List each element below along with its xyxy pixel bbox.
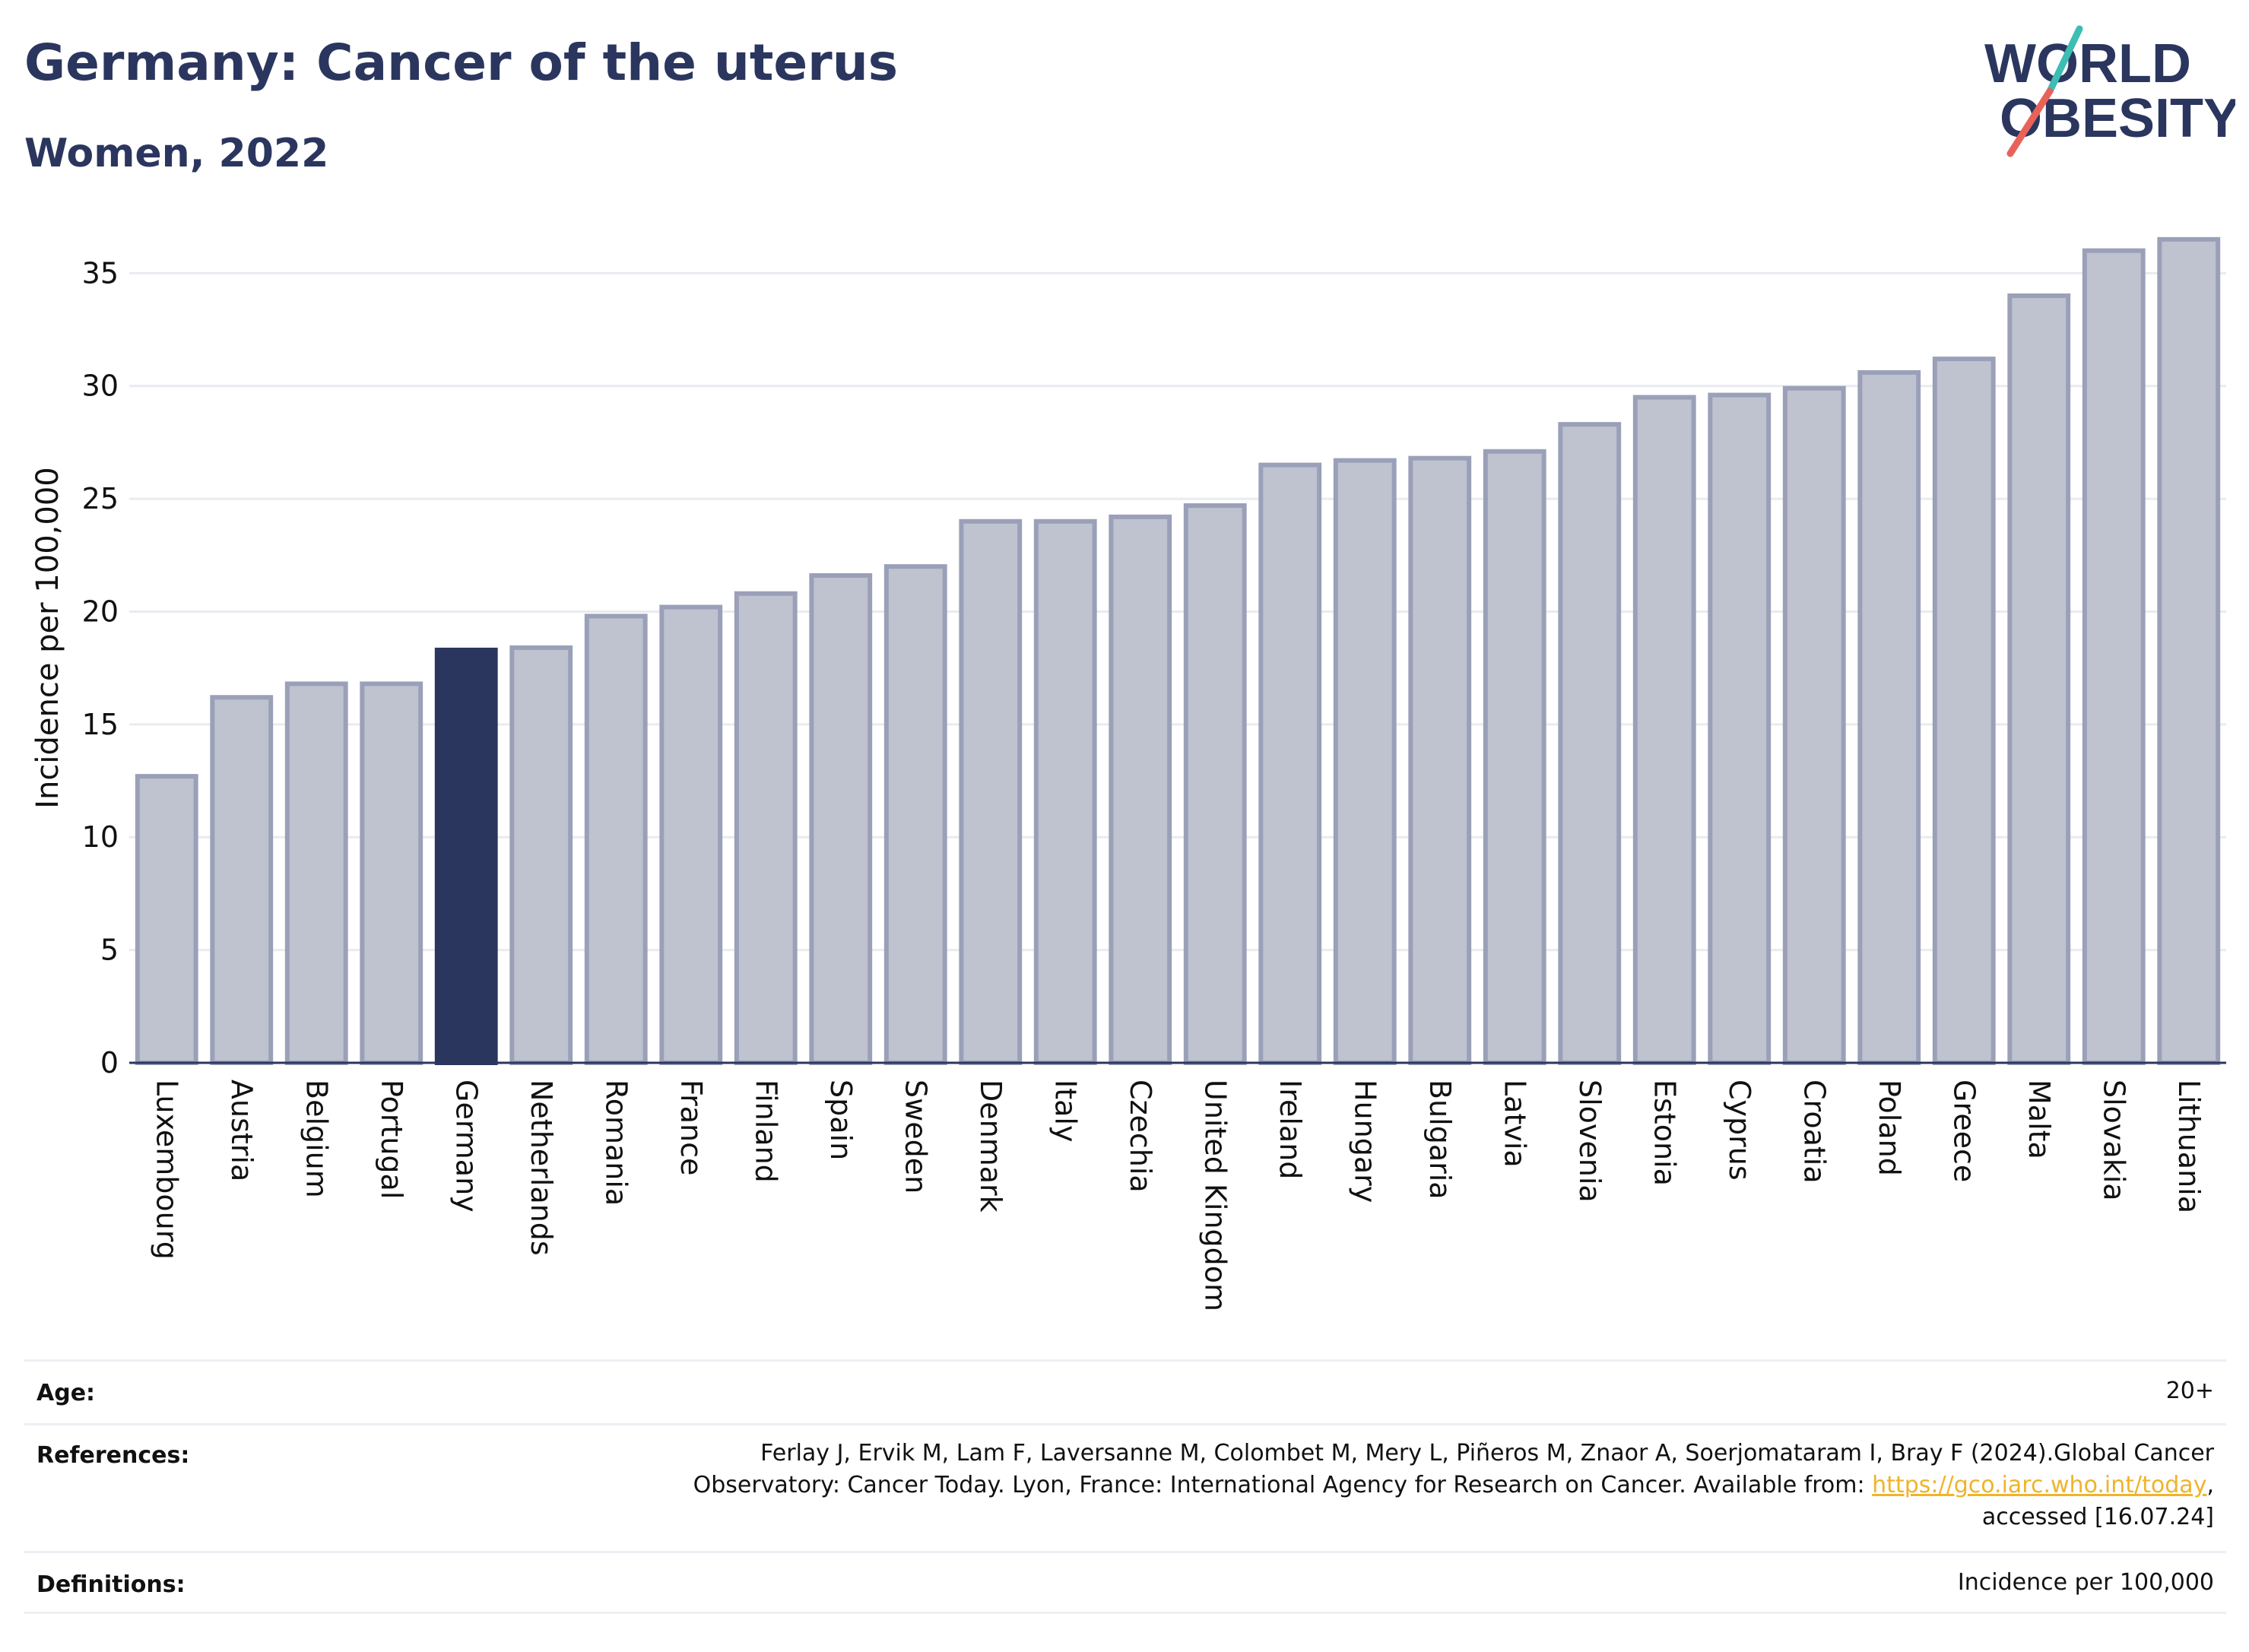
age-value: 20+ — [2165, 1378, 2214, 1404]
meta-references-row: References: Ferlay J, Ervik M, Lam F, La… — [24, 1423, 2226, 1551]
bar-latvia — [1483, 449, 1546, 1065]
references-link[interactable]: https://gco.iarc.who.int/today — [1872, 1472, 2207, 1498]
x-tick-label: Romania — [599, 1080, 633, 1206]
x-tick-label: Belgium — [300, 1080, 333, 1198]
bar-cyprus — [1708, 392, 1772, 1065]
bar-hungary — [1333, 458, 1397, 1065]
meta-definitions-row: Definitions: Incidence per 100,000 — [24, 1551, 2226, 1612]
bar-malta — [2007, 293, 2071, 1065]
x-tick-label: Austria — [225, 1080, 259, 1181]
y-tick-label: 15 — [82, 708, 119, 741]
x-tick-label: United Kingdom — [1198, 1080, 1232, 1311]
bar-chart: 0 5 10 15 20 25 30 35 Luxembourg Austria Belgium P… — [30, 236, 2226, 1311]
bar-ireland — [1258, 462, 1322, 1065]
bar-greece — [1932, 357, 1996, 1066]
bar-czechia — [1109, 514, 1172, 1065]
bar-poland — [1857, 369, 1921, 1065]
x-tick-label: Sweden — [899, 1080, 932, 1194]
x-tick-label: France — [674, 1080, 708, 1175]
bar-finland — [734, 591, 798, 1065]
bar-sweden — [883, 564, 947, 1065]
bar-portugal — [360, 681, 423, 1066]
x-tick-label: Slovenia — [1573, 1080, 1607, 1203]
x-tick-label: Greece — [1947, 1080, 1981, 1182]
references-line3: accessed [16.07.24] — [1981, 1504, 2214, 1530]
bar-belgium — [284, 681, 348, 1066]
bar-austria — [210, 695, 274, 1065]
x-tick-label: Germany — [449, 1080, 483, 1213]
definitions-label: Definitions: — [36, 1571, 186, 1598]
page-title: Germany: Cancer of the uterus — [24, 33, 898, 92]
references-label: References: — [36, 1442, 190, 1469]
meta-bottom-divider — [24, 1612, 2226, 1614]
x-tick-label: Malta — [2022, 1080, 2056, 1159]
x-tick-label: Luxembourg — [150, 1080, 183, 1260]
age-label: Age: — [36, 1380, 96, 1406]
bar-slovenia — [1558, 422, 1622, 1065]
logo-red-slash — [2006, 87, 2054, 157]
bar-netherlands — [509, 645, 573, 1065]
y-tick-label: 30 — [82, 369, 119, 403]
bar-bulgaria — [1408, 455, 1472, 1065]
x-tick-label: Finland — [749, 1080, 782, 1183]
x-tick-label: Croatia — [1797, 1080, 1831, 1184]
y-tick-label: 5 — [100, 934, 119, 967]
references-text: Ferlay J, Ervik M, Lam F, Laversanne M, … — [693, 1438, 2214, 1533]
x-tick-label: Italy — [1048, 1080, 1082, 1142]
page-subtitle: Women, 2022 — [24, 131, 329, 176]
bar-croatia — [1782, 385, 1846, 1065]
bar-denmark — [959, 518, 1023, 1065]
bar-italy — [1033, 518, 1097, 1065]
bar-germany — [434, 647, 498, 1065]
x-tick-label: Ireland — [1274, 1080, 1307, 1179]
bar-luxembourg — [135, 774, 198, 1065]
y-tick-label: 35 — [82, 256, 119, 290]
x-tick-label: Czechia — [1124, 1080, 1157, 1193]
y-tick-label: 25 — [82, 482, 119, 515]
x-tick-labels: Luxembourg Austria Belgium Portugal Germany N… — [150, 1080, 2206, 1311]
world-obesity-logo: WORLD OBESITY — [1984, 25, 2235, 157]
bar-slovakia — [2082, 248, 2146, 1066]
logo-line2: OBESITY — [2000, 88, 2235, 149]
bar-estonia — [1632, 395, 1696, 1065]
x-tick-label: Denmark — [974, 1080, 1007, 1213]
x-tick-label: Netherlands — [525, 1080, 558, 1256]
bars — [135, 236, 2221, 1066]
y-tick-label: 20 — [82, 595, 119, 628]
x-tick-label: Slovakia — [2097, 1080, 2130, 1201]
bar-united-kingdom — [1183, 503, 1247, 1065]
bar-romania — [584, 614, 648, 1065]
y-axis-label: Incidence per 100,000 — [30, 467, 65, 809]
logo-line1: WORLD — [1984, 33, 2191, 94]
logo-teal-slash — [2046, 25, 2083, 95]
x-tick-label: Lithuania — [2172, 1080, 2206, 1213]
bar-spain — [809, 573, 873, 1065]
x-tick-label: Cyprus — [1723, 1080, 1756, 1181]
meta-age-row: Age: 20+ — [24, 1359, 2226, 1423]
y-tick-label: 0 — [100, 1046, 119, 1080]
references-line1: Ferlay J, Ervik M, Lam F, Laversanne M, … — [760, 1440, 2214, 1467]
x-tick-label: Portugal — [375, 1080, 408, 1199]
bar-france — [659, 604, 723, 1065]
x-tick-label: Bulgaria — [1423, 1080, 1457, 1200]
bar-lithuania — [2157, 236, 2221, 1065]
x-tick-label: Estonia — [1648, 1080, 1681, 1186]
definitions-value: Incidence per 100,000 — [1957, 1569, 2214, 1596]
x-tick-label: Hungary — [1348, 1080, 1381, 1203]
x-tick-label: Spain — [824, 1080, 858, 1160]
y-tick-labels: 0 5 10 15 20 25 30 35 — [82, 256, 119, 1080]
y-tick-label: 10 — [82, 820, 119, 854]
x-tick-label: Poland — [1873, 1080, 1906, 1176]
references-line2: Observatory: Cancer Today. Lyon, France:… — [693, 1472, 2214, 1498]
x-tick-label: Latvia — [1498, 1080, 1531, 1168]
